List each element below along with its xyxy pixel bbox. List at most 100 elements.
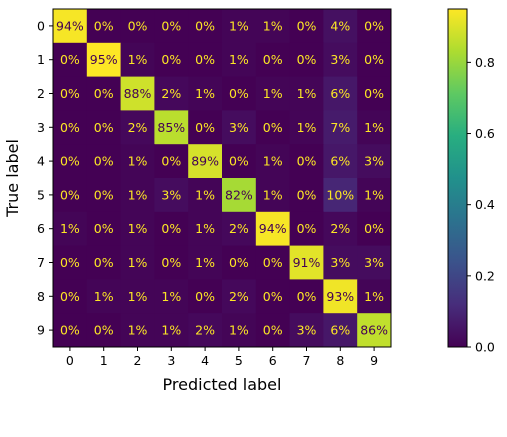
cell-value-label: 94% <box>259 221 287 236</box>
cell-value-label: 3% <box>297 323 317 338</box>
heatmap-cell <box>289 279 324 314</box>
heatmap-cell <box>154 144 189 179</box>
cell-value-label: 0% <box>229 86 249 101</box>
cell-value-label: 1% <box>128 289 148 304</box>
heatmap-cell <box>53 144 88 179</box>
cell-value-label: 1% <box>263 86 283 101</box>
colorbar-ticks: 0.0 0.2 0.4 0.6 0.8 <box>467 55 495 355</box>
cell-value-label: 1% <box>161 323 181 338</box>
x-tick-label: 8 <box>336 353 344 368</box>
cell-value-label: 94% <box>56 18 84 33</box>
heatmap-cell <box>86 178 122 213</box>
colorbar-tick-label: 0.0 <box>475 340 495 355</box>
y-tick-label: 2 <box>37 86 45 101</box>
cell-value-label: 0% <box>364 86 384 101</box>
cell-value-label: 0% <box>94 221 114 236</box>
heatmap-cell <box>154 178 189 213</box>
y-axis-label: True label <box>3 139 22 218</box>
heatmap-cell <box>53 313 88 348</box>
y-tick-label: 7 <box>37 255 45 270</box>
cell-value-label: 0% <box>297 187 317 202</box>
heatmap-cell <box>120 313 155 348</box>
heatmap-cell <box>323 110 358 145</box>
heatmap-cell <box>154 245 189 280</box>
cell-value-label: 91% <box>293 255 321 270</box>
heatmap-cell <box>222 144 257 179</box>
cell-value-label: 0% <box>94 120 114 135</box>
colorbar-tick-label: 0.8 <box>475 55 495 70</box>
cell-value-label: 1% <box>128 323 148 338</box>
heatmap-cell <box>255 76 291 111</box>
heatmap-cell <box>289 76 324 111</box>
cell-value-label: 0% <box>60 52 80 67</box>
cell-value-label: 3% <box>330 255 350 270</box>
cell-value-label: 1% <box>263 18 283 33</box>
x-tick-label: 5 <box>235 353 243 368</box>
heatmap-cell <box>120 76 155 111</box>
cell-value-label: 2% <box>229 221 249 236</box>
heatmap-cell <box>222 178 257 213</box>
y-axis-ticks: 0 1 2 3 4 5 6 7 8 9 <box>37 18 53 338</box>
heatmap-cell <box>86 144 122 179</box>
heatmap-cell <box>323 144 358 179</box>
heatmap-cell <box>53 9 88 44</box>
heatmap-cell <box>255 110 291 145</box>
cell-value-label: 2% <box>229 289 249 304</box>
heatmap-cell <box>289 211 324 247</box>
cell-value-label: 1% <box>364 187 384 202</box>
cell-value-label: 1% <box>229 323 249 338</box>
cell-value-label: 86% <box>360 323 388 338</box>
cell-value-label: 1% <box>94 289 114 304</box>
heatmap-cell <box>154 279 189 314</box>
heatmap-cell <box>86 42 122 78</box>
heatmap-cell <box>289 9 324 44</box>
cell-value-label: 0% <box>161 18 181 33</box>
heatmap-cell <box>323 178 358 213</box>
y-tick-label: 4 <box>37 154 45 169</box>
x-tick-label: 4 <box>201 353 209 368</box>
heatmap-cell <box>188 279 223 314</box>
y-tick-label: 6 <box>37 221 45 236</box>
heatmap-cell <box>357 110 392 145</box>
cell-value-label: 3% <box>364 154 384 169</box>
y-tick-label: 5 <box>37 187 45 202</box>
heatmap-cell <box>188 313 223 348</box>
heatmap-cell <box>255 313 291 348</box>
heatmap-cell <box>154 9 189 44</box>
y-tick-label: 9 <box>37 323 45 338</box>
cell-value-label: 1% <box>60 221 80 236</box>
cell-value-label: 0% <box>94 187 114 202</box>
heatmap-cell <box>154 42 189 78</box>
heatmap-cell <box>53 110 88 145</box>
cell-value-label: 0% <box>229 154 249 169</box>
cell-value-label: 1% <box>195 187 215 202</box>
cell-value-label: 0% <box>94 255 114 270</box>
heatmap-cell <box>120 110 155 145</box>
cell-value-label: 2% <box>330 221 350 236</box>
heatmap-cell <box>188 9 223 44</box>
cell-value-label: 1% <box>195 221 215 236</box>
colorbar-tick-label: 0.4 <box>475 197 495 212</box>
plot-frame <box>52 8 392 348</box>
heatmap-cell <box>357 42 392 78</box>
heatmap-cell <box>255 178 291 213</box>
heatmap-cell <box>357 178 392 213</box>
cell-value-label: 2% <box>161 86 181 101</box>
heatmap-cell <box>323 9 358 44</box>
cell-value-label: 0% <box>263 323 283 338</box>
cell-value-label: 7% <box>330 120 350 135</box>
cell-value-label: 1% <box>161 289 181 304</box>
cell-value-label: 1% <box>128 187 148 202</box>
cell-value-label: 0% <box>195 18 215 33</box>
heatmap-cell <box>154 110 189 145</box>
cell-value-label: 0% <box>94 86 114 101</box>
heatmap-cell <box>323 211 358 247</box>
heatmap-cell <box>53 42 88 78</box>
cell-value-label: 2% <box>128 120 148 135</box>
cell-value-label: 0% <box>94 154 114 169</box>
cell-value-label: 0% <box>161 52 181 67</box>
heatmap-cell <box>357 211 392 247</box>
cell-value-label: 0% <box>195 52 215 67</box>
colorbar <box>447 8 468 348</box>
